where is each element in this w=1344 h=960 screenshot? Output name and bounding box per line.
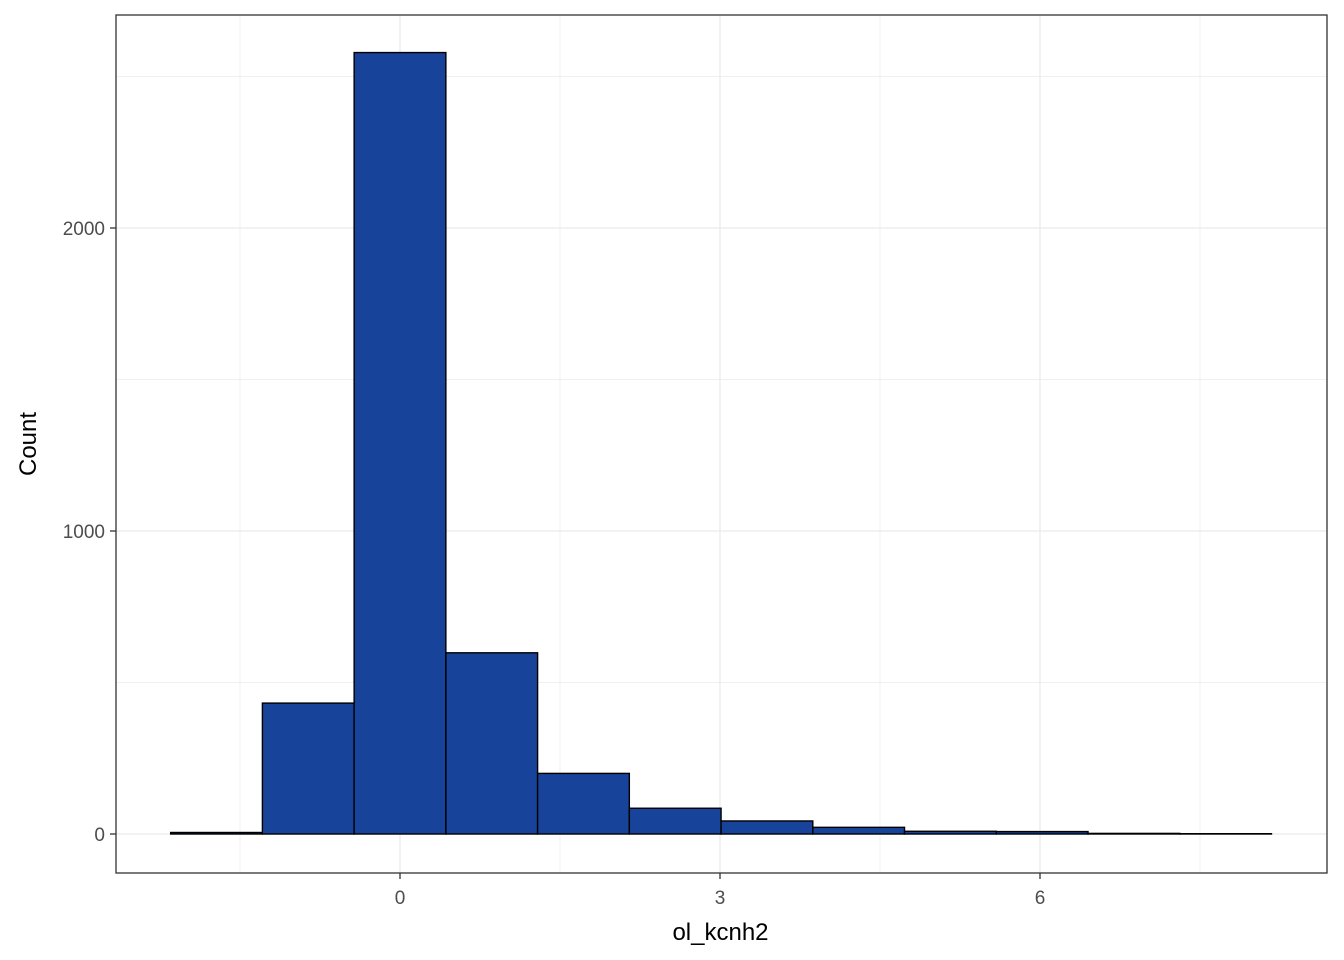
histogram-bar (720, 820, 814, 835)
histogram-bar (812, 826, 906, 835)
minor-gridlines (116, 15, 1327, 873)
plot-panel-border (115, 14, 1328, 874)
x-tick-label: 6 (1035, 888, 1046, 909)
y-axis-title: Count (15, 412, 42, 476)
histogram-bar (995, 830, 1089, 835)
histogram-bar (445, 652, 539, 835)
histogram-bar (353, 51, 447, 835)
histogram-bar (903, 830, 997, 835)
y-axis: 0 1000 2000 (63, 219, 116, 846)
histogram-bar (628, 807, 722, 835)
histogram-bar (1087, 832, 1181, 835)
x-axis: 0 3 6 (395, 873, 1046, 909)
y-tick-label: 0 (94, 825, 105, 846)
histogram-bars (169, 51, 1273, 835)
x-tick-label: 0 (395, 888, 406, 909)
x-tick-label: 3 (715, 888, 726, 909)
x-axis-title: ol_kcnh2 (672, 919, 768, 946)
histogram-bar (169, 831, 264, 835)
histogram-bar (536, 772, 631, 835)
histogram-bar (261, 702, 355, 835)
y-tick-label: 1000 (63, 522, 105, 543)
y-tick-label: 2000 (63, 219, 105, 240)
